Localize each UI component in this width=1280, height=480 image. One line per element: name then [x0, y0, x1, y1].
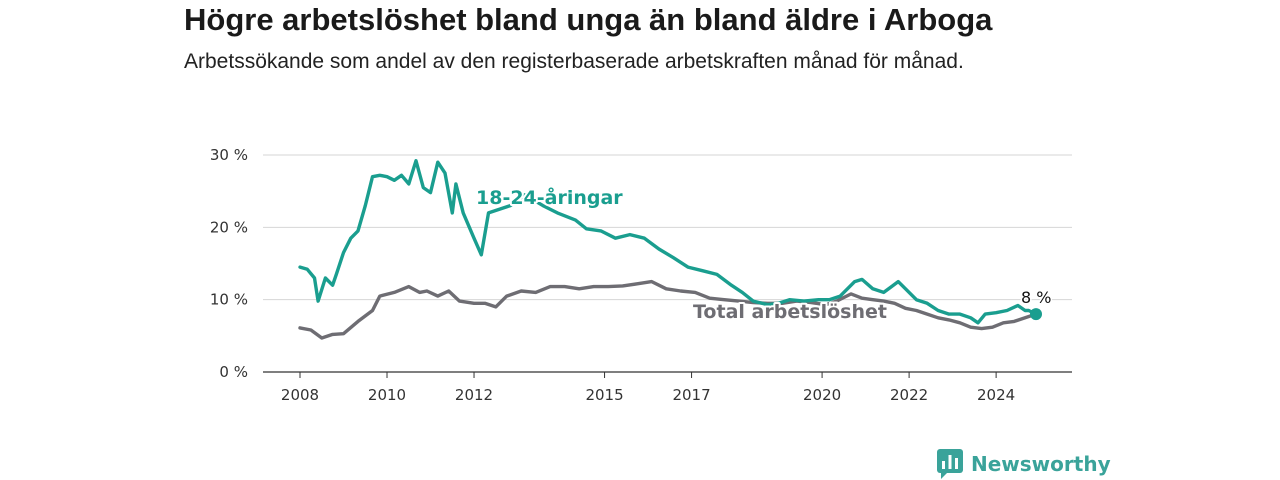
y-tick-label: 30 %: [210, 146, 248, 164]
x-tick-label: 2020: [803, 386, 841, 404]
x-tick-label: 2022: [890, 386, 928, 404]
x-tick-label: 2012: [455, 386, 493, 404]
x-tick-label: 2008: [281, 386, 319, 404]
y-tick-label: 20 %: [210, 218, 248, 236]
x-axis-ticks: 2008 2010 2012 2015 2017 2020 2022 2024: [281, 372, 1015, 404]
end-value-label: 8 %: [1021, 288, 1051, 307]
newsworthy-logo: Newsworthy: [937, 449, 1111, 479]
series-labels: 18-24-åringar Total arbetslöshet 8 %: [474, 183, 1053, 325]
y-tick-label: 10 %: [210, 291, 248, 309]
x-tick-label: 2010: [368, 386, 406, 404]
x-tick-label: 2015: [585, 386, 623, 404]
chart-subtitle: Arbetssökande som andel av den registerb…: [184, 50, 964, 73]
series-line-total-arbetsl-shet: [298, 279, 1038, 340]
series-label-total: Total arbetslöshet: [693, 301, 887, 323]
series-label-young: 18-24-åringar: [476, 185, 623, 209]
y-tick-label: 0 %: [219, 363, 248, 381]
bar-chart-logo-icon: [937, 449, 963, 479]
x-tick-label: 2017: [672, 386, 710, 404]
y-axis-ticks: 0 % 10 % 20 % 30 %: [210, 146, 248, 381]
gridlines: [263, 154, 1072, 301]
brand-name: Newsworthy: [971, 452, 1111, 476]
series-line-18-24-ringar: [298, 159, 1038, 325]
end-point-marker: [1030, 308, 1042, 321]
x-tick-label: 2024: [977, 386, 1015, 404]
chart-title: Högre arbetslöshet bland unga än bland ä…: [184, 2, 993, 37]
series-lines: [298, 159, 1038, 340]
